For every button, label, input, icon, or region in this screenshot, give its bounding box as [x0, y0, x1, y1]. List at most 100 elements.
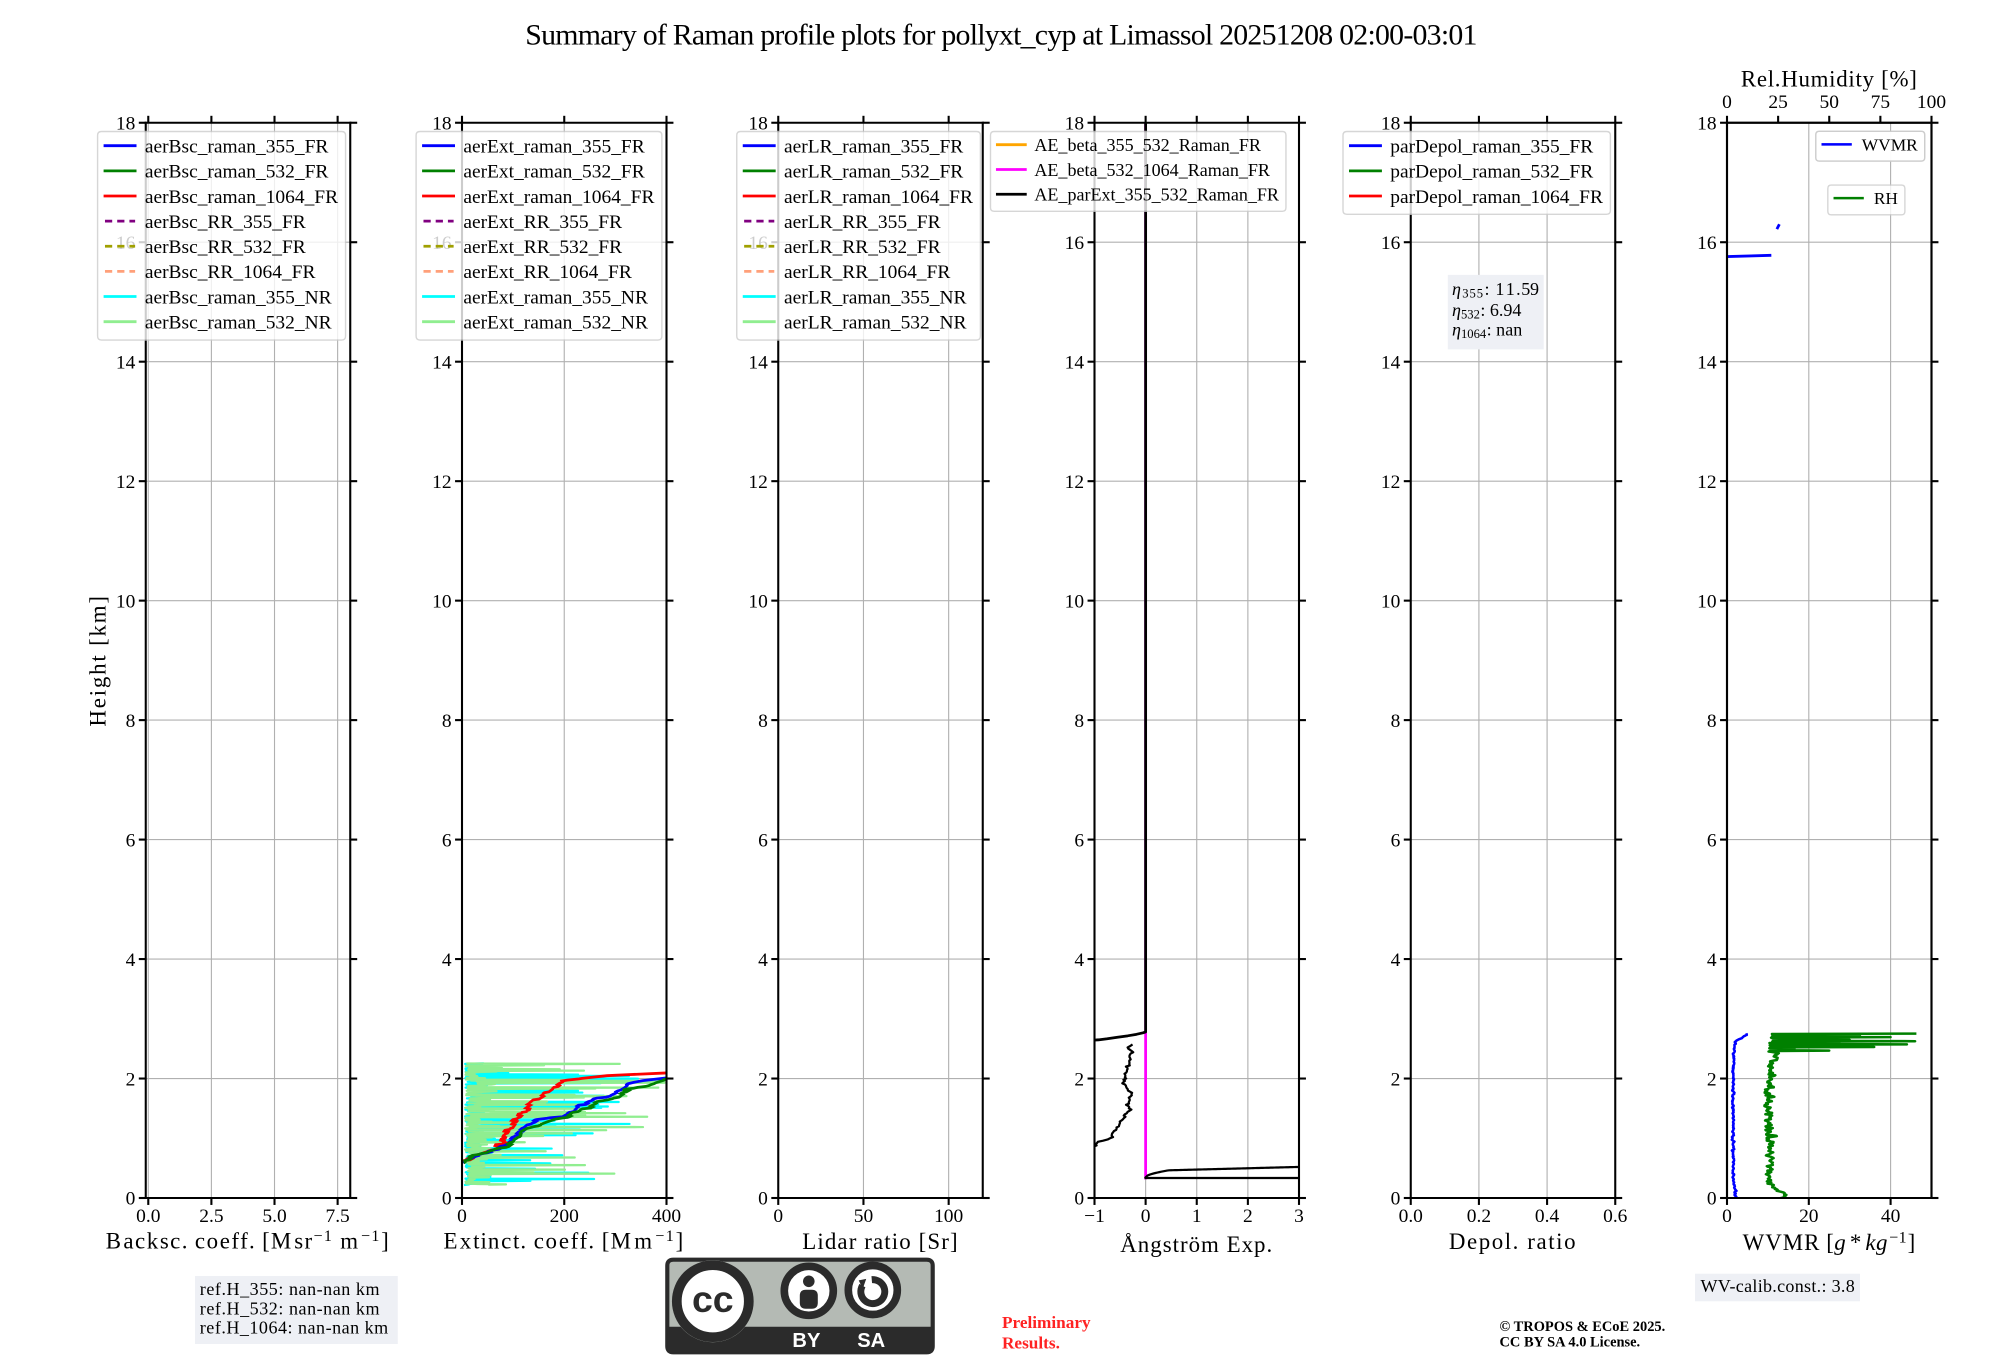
svg-text:Lidar ratio [Sr]: Lidar ratio [Sr]	[802, 1229, 958, 1254]
svg-text:20: 20	[1799, 1206, 1818, 1227]
svg-text:6: 6	[1391, 830, 1401, 851]
svg-text:0: 0	[1707, 1189, 1717, 1210]
svg-text:400: 400	[652, 1206, 681, 1227]
svg-text:10: 10	[748, 591, 767, 612]
svg-text:0: 0	[773, 1206, 783, 1227]
svg-text:aerLR_raman_532_FR: aerLR_raman_532_FR	[784, 162, 963, 183]
svg-text:AE_parExt_355_532_Raman_FR: AE_parExt_355_532_Raman_FR	[1034, 185, 1280, 205]
svg-text:14: 14	[748, 352, 768, 373]
svg-text:6: 6	[442, 830, 452, 851]
svg-text:16: 16	[1065, 233, 1085, 254]
svg-text:B a c k: B a c k s c . c o e f f . [ M s r m ] −	[106, 1221, 395, 1254]
svg-text:η 3 5 5 :: η 3 5 5 : 1 1 . 5 9	[1452, 275, 1539, 302]
svg-text:aerLR_RR_532_FR: aerLR_RR_532_FR	[784, 237, 941, 258]
svg-text:parDepol_raman_1064_FR: parDepol_raman_1064_FR	[1390, 187, 1603, 208]
svg-text:8: 8	[1707, 711, 1717, 732]
svg-text:14: 14	[1065, 352, 1085, 373]
svg-text:75: 75	[1871, 92, 1890, 113]
svg-text:2: 2	[1074, 1069, 1084, 1090]
svg-text:WV-calib.const.: 3.8: WV-calib.const.: 3.8	[1701, 1276, 1856, 1296]
svg-text:1: 1	[1192, 1206, 1202, 1227]
svg-text:16: 16	[1697, 233, 1717, 254]
svg-text:6: 6	[1074, 830, 1084, 851]
svg-text:W V M R: W V M R [ * ] g k g − 1	[1743, 1223, 1921, 1256]
svg-text:aerExt_RR_355_FR: aerExt_RR_355_FR	[463, 212, 622, 233]
svg-text:CC BY SA 4.0 License.: CC BY SA 4.0 License.	[1500, 1335, 1641, 1351]
svg-text:18: 18	[748, 113, 767, 134]
svg-text:E x t i: E x t i n c t . c o e f f . [ M m ] − 1	[443, 1221, 688, 1254]
svg-text:aerLR_raman_355_FR: aerLR_raman_355_FR	[784, 137, 963, 158]
svg-text:18: 18	[1381, 113, 1400, 134]
svg-text:4: 4	[1707, 950, 1717, 971]
svg-text:100: 100	[934, 1206, 963, 1227]
svg-text:cc: cc	[692, 1278, 734, 1320]
svg-text:10: 10	[1381, 591, 1400, 612]
svg-text:12: 12	[748, 472, 767, 493]
svg-text:7.5: 7.5	[325, 1206, 349, 1227]
svg-text:aerBsc_RR_355_FR: aerBsc_RR_355_FR	[145, 212, 306, 233]
svg-text:aerBsc_raman_532_FR: aerBsc_raman_532_FR	[145, 162, 329, 183]
svg-text:8: 8	[1391, 711, 1401, 732]
svg-text:aerExt_raman_1064_FR: aerExt_raman_1064_FR	[463, 187, 654, 208]
svg-text:0: 0	[442, 1189, 452, 1210]
svg-text:Rel.Humidity [%]: Rel.Humidity [%]	[1741, 66, 1918, 91]
svg-text:0: 0	[1722, 92, 1732, 113]
svg-text:2: 2	[1707, 1069, 1717, 1090]
svg-text:2: 2	[1243, 1206, 1253, 1227]
svg-text:aerBsc_RR_1064_FR: aerBsc_RR_1064_FR	[145, 262, 316, 283]
svg-text:0.2: 0.2	[1467, 1206, 1491, 1227]
svg-text:0: 0	[1722, 1206, 1732, 1227]
svg-text:BY: BY	[792, 1330, 821, 1352]
svg-text:10: 10	[432, 591, 451, 612]
svg-text:12: 12	[116, 472, 135, 493]
svg-text:0.0: 0.0	[1399, 1206, 1423, 1227]
svg-text:12: 12	[1381, 472, 1400, 493]
svg-text:aerLR_raman_355_NR: aerLR_raman_355_NR	[784, 287, 966, 308]
svg-text:18: 18	[116, 113, 135, 134]
svg-text:200: 200	[550, 1206, 579, 1227]
svg-text:8: 8	[442, 711, 452, 732]
svg-text:AE_beta_532_1064_Raman_FR: AE_beta_532_1064_Raman_FR	[1034, 160, 1271, 180]
svg-text:η 5 3 2 :: η 5 3 2 : 6 . 9 4	[1452, 296, 1521, 323]
svg-text:2: 2	[1391, 1069, 1401, 1090]
svg-text:aerLR_raman_1064_FR: aerLR_raman_1064_FR	[784, 187, 973, 208]
svg-text:Results.: Results.	[1002, 1334, 1060, 1353]
svg-text:50: 50	[854, 1206, 873, 1227]
svg-text:10: 10	[1065, 591, 1084, 612]
svg-text:18: 18	[432, 113, 451, 134]
svg-text:6: 6	[1707, 830, 1717, 851]
svg-text:4: 4	[1391, 950, 1401, 971]
svg-text:25: 25	[1768, 92, 1787, 113]
svg-text:10: 10	[1697, 591, 1716, 612]
svg-text:4: 4	[1074, 950, 1084, 971]
svg-text:ref.H_1064: nan-nan km: ref.H_1064: nan-nan km	[200, 1318, 389, 1338]
svg-text:Ångström Exp.: Ångström Exp.	[1120, 1232, 1273, 1257]
svg-text:aerExt_RR_1064_FR: aerExt_RR_1064_FR	[463, 262, 631, 283]
svg-text:0: 0	[457, 1206, 467, 1227]
svg-text:aerBsc_raman_355_FR: aerBsc_raman_355_FR	[145, 137, 329, 158]
svg-text:5.0: 5.0	[262, 1206, 286, 1227]
svg-text:ref.H_355: nan-nan km: ref.H_355: nan-nan km	[200, 1279, 380, 1299]
svg-text:40: 40	[1881, 1206, 1900, 1227]
svg-text:aerBsc_RR_532_FR: aerBsc_RR_532_FR	[145, 237, 306, 258]
svg-text:0.6: 0.6	[1603, 1206, 1628, 1227]
svg-text:0: 0	[1391, 1189, 1401, 1210]
svg-text:12: 12	[1065, 472, 1084, 493]
svg-text:aerExt_RR_532_FR: aerExt_RR_532_FR	[463, 237, 622, 258]
svg-text:Summary of Raman profile plots: Summary of Raman profile plots for polly…	[525, 19, 1476, 52]
svg-text:18: 18	[1065, 113, 1084, 134]
svg-text:8: 8	[126, 711, 136, 732]
svg-text:parDepol_raman_355_FR: parDepol_raman_355_FR	[1390, 137, 1593, 158]
svg-text:4: 4	[442, 950, 452, 971]
svg-text:aerBsc_raman_355_NR: aerBsc_raman_355_NR	[145, 287, 332, 308]
svg-text:0: 0	[1141, 1206, 1151, 1227]
svg-text:12: 12	[1697, 472, 1716, 493]
svg-text:3: 3	[1294, 1206, 1304, 1227]
svg-text:Depol. ratio: Depol. ratio	[1449, 1229, 1577, 1254]
svg-text:aerLR_raman_532_NR: aerLR_raman_532_NR	[784, 312, 966, 333]
svg-text:0.0: 0.0	[136, 1206, 160, 1227]
svg-text:100: 100	[1917, 92, 1946, 113]
svg-text:aerLR_RR_1064_FR: aerLR_RR_1064_FR	[784, 262, 950, 283]
svg-text:0.4: 0.4	[1535, 1206, 1560, 1227]
svg-text:2: 2	[758, 1069, 768, 1090]
